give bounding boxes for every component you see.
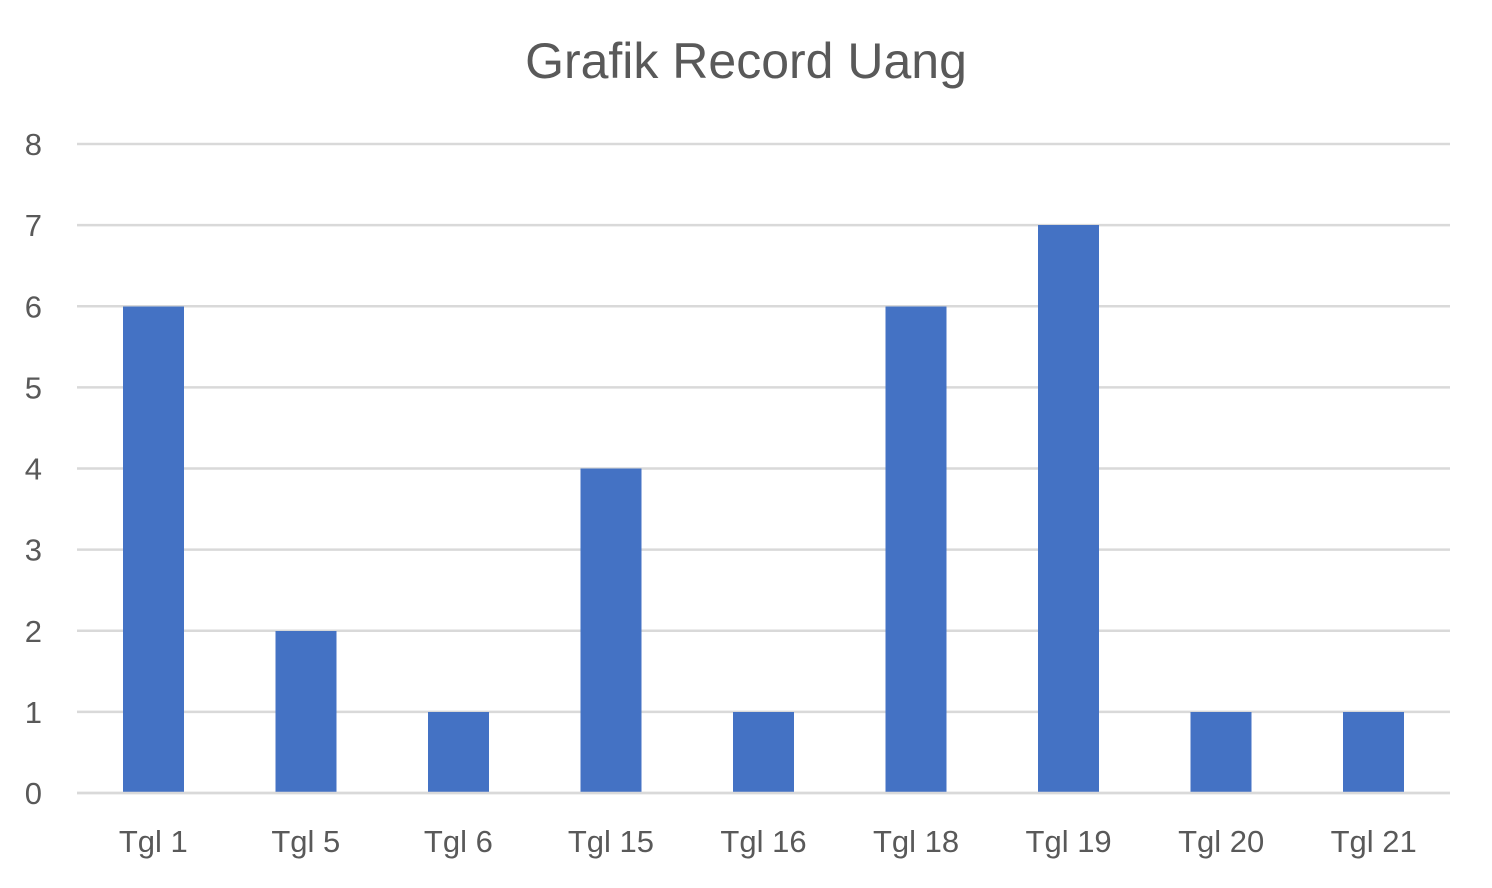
bar (1343, 711, 1405, 793)
y-tick-label: 7 (25, 208, 42, 243)
x-tick-label: Tgl 5 (271, 824, 340, 859)
bar (1190, 711, 1252, 793)
x-tick-label: Tgl 20 (1178, 824, 1264, 859)
bar (885, 306, 947, 793)
y-tick-label: 4 (25, 452, 42, 487)
bar (122, 306, 184, 793)
bar (732, 711, 795, 793)
x-tick-label: Tgl 16 (720, 824, 806, 859)
bars (77, 225, 1450, 795)
chart-title: Grafik Record Uang (525, 33, 967, 89)
x-axis-ticks: Tgl 1 Tgl 5 Tgl 6 Tgl 15 Tgl 16 Tgl 18 Tgl 19 T… (119, 824, 1417, 859)
x-tick-label: Tgl 19 (1026, 824, 1112, 859)
bar (1038, 225, 1100, 793)
y-tick-label: 3 (25, 533, 42, 568)
x-tick-label: Tgl 6 (424, 824, 493, 859)
x-tick-label: Tgl 15 (568, 824, 654, 859)
x-tick-label: Tgl 21 (1331, 824, 1417, 859)
x-tick-label: Tgl 18 (873, 824, 959, 859)
y-tick-label: 8 (25, 127, 42, 162)
y-tick-label: 0 (25, 776, 42, 811)
y-tick-label: 1 (25, 695, 42, 730)
y-tick-label: 5 (25, 370, 42, 405)
bar (275, 630, 337, 793)
y-axis-ticks: 0 1 2 3 4 5 6 7 8 (25, 127, 42, 811)
y-tick-label: 6 (25, 289, 42, 324)
y-tick-label: 2 (25, 614, 42, 649)
bar (580, 468, 642, 793)
x-tick-label: Tgl 1 (119, 824, 188, 859)
bar (427, 711, 489, 793)
